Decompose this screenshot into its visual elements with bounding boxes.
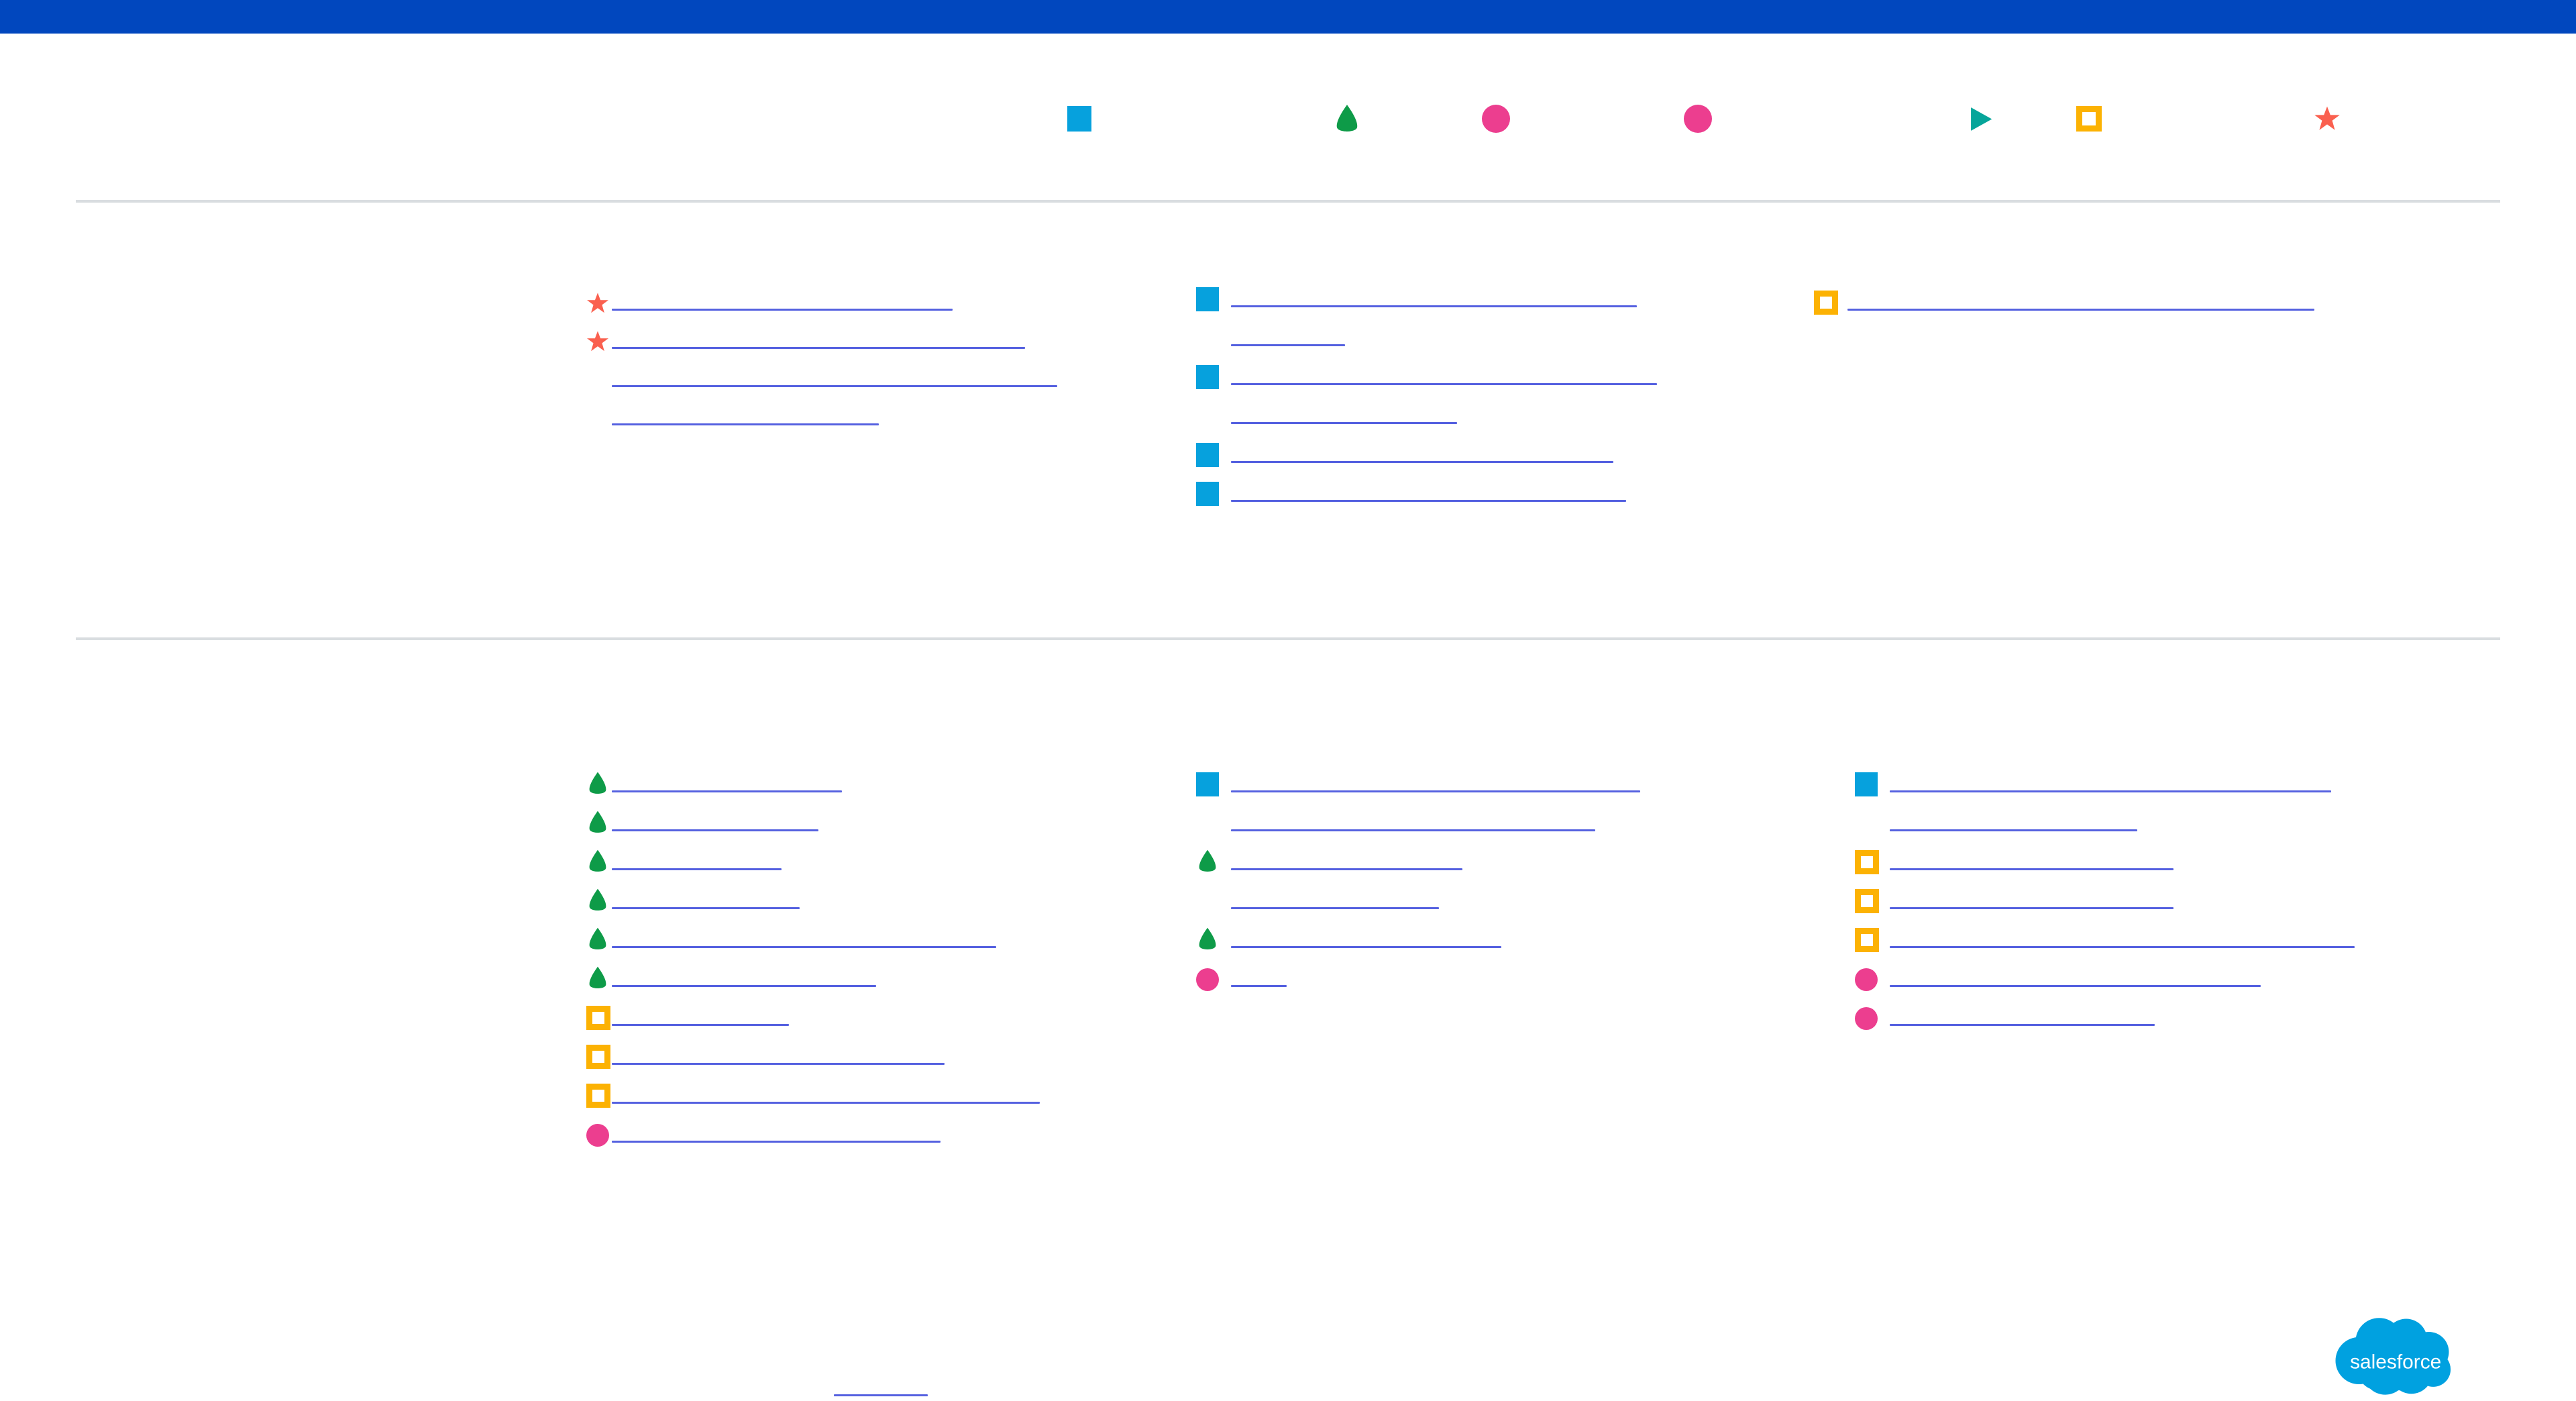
link-underline[interactable]	[612, 868, 782, 870]
doc-square-icon	[1196, 443, 1219, 467]
link-underline[interactable]	[1231, 790, 1640, 792]
video-circle-icon	[1855, 1007, 1878, 1030]
horizontal-divider	[76, 200, 2500, 203]
legend-featured-star-icon	[2314, 105, 2341, 132]
trailhead-pick-icon	[586, 771, 609, 796]
dev-doc-square-icon	[1855, 889, 1879, 913]
link-underline[interactable]	[612, 985, 876, 987]
top-nav-bar	[0, 0, 2576, 34]
link-underline[interactable]	[612, 309, 953, 311]
link-underline[interactable]	[612, 1141, 941, 1143]
doc-square-icon	[1855, 772, 1878, 796]
video-circle-icon	[1196, 968, 1219, 991]
dev-doc-square-icon	[586, 1006, 610, 1030]
link-underline[interactable]	[612, 1024, 789, 1026]
video-circle-icon	[586, 1124, 609, 1147]
link-underline[interactable]	[612, 946, 996, 948]
link-underline[interactable]	[1890, 868, 2174, 870]
link-underline[interactable]	[1231, 422, 1457, 424]
trailhead-pick-icon	[586, 849, 609, 874]
dev-doc-square-icon	[1855, 850, 1879, 874]
legend-dev-doc-square-icon	[2076, 106, 2102, 132]
horizontal-divider	[76, 637, 2500, 640]
legend-play-triangle-icon	[1969, 106, 1993, 132]
link-underline[interactable]	[1847, 309, 2314, 311]
featured-star-icon	[586, 330, 609, 353]
video-circle-icon	[1855, 968, 1878, 991]
dev-doc-square-icon	[586, 1084, 610, 1108]
legend-trailhead-pick-icon	[1333, 103, 1361, 135]
doc-square-icon	[1196, 287, 1219, 311]
link-underline[interactable]	[612, 1063, 945, 1065]
salesforce-cloud: salesforce	[2335, 1318, 2451, 1395]
link-underline[interactable]	[612, 907, 800, 909]
doc-square-icon	[1196, 482, 1219, 506]
link-underline[interactable]	[1890, 946, 2355, 948]
trailhead-pick-icon	[1196, 927, 1219, 952]
link-underline[interactable]	[1231, 946, 1501, 948]
link-underline[interactable]	[1231, 500, 1626, 502]
legend-video-circle-icon	[1684, 105, 1712, 133]
legend-doc-square-icon	[1067, 106, 1091, 132]
link-underline[interactable]	[1231, 461, 1613, 463]
link-underline[interactable]	[1231, 907, 1439, 909]
trailhead-pick-icon	[586, 966, 609, 991]
trailhead-pick-icon	[586, 888, 609, 913]
legend-video-circle-icon	[1482, 105, 1510, 133]
link-underline[interactable]	[1231, 344, 1345, 346]
trailhead-pick-icon	[586, 810, 609, 835]
link-underline[interactable]	[612, 423, 879, 425]
footer-link[interactable]	[834, 1394, 928, 1396]
doc-square-icon	[1196, 772, 1219, 796]
link-underline[interactable]	[612, 1102, 1040, 1104]
salesforce-logo-text: salesforce	[2350, 1351, 2441, 1373]
link-underline[interactable]	[1231, 985, 1287, 987]
link-underline[interactable]	[612, 385, 1057, 387]
dev-doc-square-icon	[1814, 291, 1838, 315]
trailhead-pick-icon	[1196, 849, 1219, 874]
link-underline[interactable]	[612, 829, 818, 831]
salesforce-logo: salesforce	[2331, 1310, 2462, 1401]
doc-square-icon	[1196, 365, 1219, 389]
link-underline[interactable]	[1890, 985, 2261, 987]
dev-doc-square-icon	[586, 1045, 610, 1069]
link-underline[interactable]	[612, 347, 1025, 349]
link-underline[interactable]	[1231, 829, 1595, 831]
trailhead-pick-icon	[586, 927, 609, 952]
link-underline[interactable]	[1231, 868, 1462, 870]
link-underline[interactable]	[1890, 829, 2137, 831]
link-underline[interactable]	[612, 790, 842, 792]
link-underline[interactable]	[1890, 907, 2174, 909]
link-underline[interactable]	[1231, 383, 1657, 385]
link-underline[interactable]	[1231, 305, 1637, 307]
featured-star-icon	[586, 292, 609, 315]
link-underline[interactable]	[1890, 1024, 2155, 1026]
link-underline[interactable]	[1890, 790, 2331, 792]
dev-doc-square-icon	[1855, 928, 1879, 952]
